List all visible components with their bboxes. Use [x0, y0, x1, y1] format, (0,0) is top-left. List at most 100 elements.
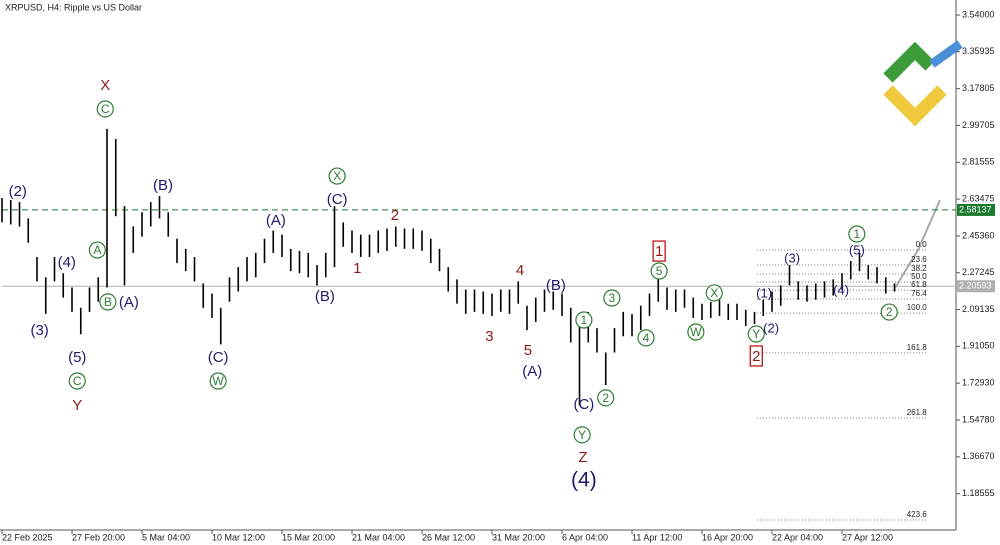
wave-label: 4 — [516, 262, 524, 279]
wave-label: 3 — [609, 291, 616, 305]
wave-label: (B) — [315, 288, 335, 305]
fib-label: 423.6 — [907, 510, 928, 519]
wave-label: Y — [72, 397, 82, 414]
x-tick-label: 26 Mar 12:00 — [422, 532, 475, 542]
x-tick-label: 6 Apr 04:00 — [562, 532, 608, 542]
wave-label: 2 — [602, 391, 609, 405]
fib-label: 161.8 — [907, 343, 928, 352]
wave-label: 4 — [643, 331, 650, 345]
y-tick-label: 2.99705 — [962, 120, 995, 130]
fib-label: 0.0 — [916, 240, 928, 249]
wave-circle — [88, 241, 106, 259]
wave-label: B — [104, 295, 112, 309]
wave-label: Z — [578, 449, 587, 466]
wave-label: 5 — [524, 342, 532, 359]
x-tick-label: 27 Feb 20:00 — [72, 532, 125, 542]
y-tick-label: 3.17805 — [962, 83, 995, 93]
wave-label: (C) — [208, 349, 229, 366]
wave-circle — [99, 293, 117, 311]
wave-label: (4) — [833, 283, 849, 298]
logo-yellow — [883, 85, 947, 127]
y-tick-label: 1.54780 — [962, 414, 995, 424]
wave-label: (2) — [763, 320, 779, 335]
wave-label: C — [101, 102, 110, 116]
fib-label: 61.8 — [911, 280, 927, 289]
price-tag — [957, 280, 995, 293]
wave-label: Y — [752, 327, 760, 341]
wave-circle — [597, 389, 615, 407]
chart-title: XRPUSD, H4: Ripple vs US Dollar — [5, 2, 142, 12]
x-tick-label: 27 Apr 12:00 — [842, 532, 893, 542]
wave-circle — [603, 289, 621, 307]
x-tick-label: 10 Mar 12:00 — [212, 532, 265, 542]
price-tag-label: 2.58137 — [959, 204, 992, 214]
wave-label: 5 — [656, 264, 663, 278]
wave-label: (2) — [9, 183, 27, 200]
wave-label: 1 — [581, 313, 588, 327]
price-tag — [957, 203, 995, 216]
wave-circle — [637, 329, 655, 347]
wave-circle — [68, 372, 86, 390]
wave-label: (3) — [30, 322, 48, 339]
wave-circle — [96, 100, 114, 118]
fib-label: 261.8 — [907, 408, 928, 417]
logo-blue — [929, 40, 963, 68]
wave-circle — [747, 325, 765, 343]
y-tick-label: 3.35935 — [962, 46, 995, 56]
wave-label: 1 — [854, 227, 861, 241]
logo — [883, 40, 963, 127]
fib-label: 100.0 — [907, 303, 928, 312]
wave-circle — [575, 311, 593, 329]
wave-box — [652, 240, 666, 262]
wave-circle — [705, 284, 723, 302]
wave-label: (3) — [784, 250, 800, 265]
x-tick-label: 22 Feb 2025 — [2, 532, 53, 542]
fib-label: 23.6 — [911, 255, 927, 264]
y-tick-label: 2.81555 — [962, 157, 995, 167]
y-tick-label: 1.91050 — [962, 341, 995, 351]
wave-label: (5) — [849, 242, 865, 257]
wave-label: (A) — [266, 212, 286, 229]
wave-circle — [328, 167, 346, 185]
wave-label: A — [93, 243, 101, 257]
y-tick-label: 1.18555 — [962, 488, 995, 498]
wave-label: (C) — [327, 191, 348, 208]
wave-label: C — [73, 374, 82, 388]
x-tick-label: 11 Apr 12:00 — [632, 532, 682, 542]
wave-label: 1 — [655, 243, 663, 260]
wave-label: W — [690, 325, 702, 339]
forecast-path — [894, 199, 941, 289]
x-tick-label: 22 Apr 04:00 — [772, 532, 823, 542]
logo-green — [883, 41, 935, 83]
wave-label: 2 — [886, 305, 893, 319]
wave-label: (4) — [571, 469, 597, 492]
y-tick-label: 1.72930 — [962, 378, 995, 388]
wave-label: (5) — [68, 349, 86, 366]
wave-circle — [880, 303, 898, 321]
wave-circle — [650, 262, 668, 280]
fib-label: 38.2 — [911, 264, 927, 273]
x-tick-label: 16 Apr 20:00 — [702, 532, 753, 542]
wave-label: (1) — [756, 285, 772, 300]
fib-label: 76.4 — [911, 289, 927, 298]
wave-label: (4) — [58, 254, 76, 271]
wave-label: 3 — [485, 328, 493, 345]
wave-label: X — [710, 286, 718, 300]
wave-label: (A) — [119, 294, 139, 311]
y-tick-label: 2.63475 — [962, 193, 995, 203]
wave-circle — [573, 426, 591, 444]
wave-label: (B) — [153, 177, 173, 194]
wave-label: Y — [578, 428, 586, 442]
x-tick-label: 15 Mar 20:00 — [282, 532, 335, 542]
wave-label: (B) — [546, 277, 566, 294]
wave-label: X — [333, 169, 341, 183]
wave-label: X — [100, 77, 110, 94]
wave-label: 2 — [391, 207, 399, 224]
wave-label: 1 — [353, 260, 361, 277]
wave-box — [749, 345, 763, 367]
x-tick-label: 21 Mar 04:00 — [352, 532, 405, 542]
price-tag-label: 2.20593 — [959, 281, 992, 291]
y-tick-label: 2.27245 — [962, 267, 995, 277]
y-tick-label: 2.09135 — [962, 304, 995, 314]
